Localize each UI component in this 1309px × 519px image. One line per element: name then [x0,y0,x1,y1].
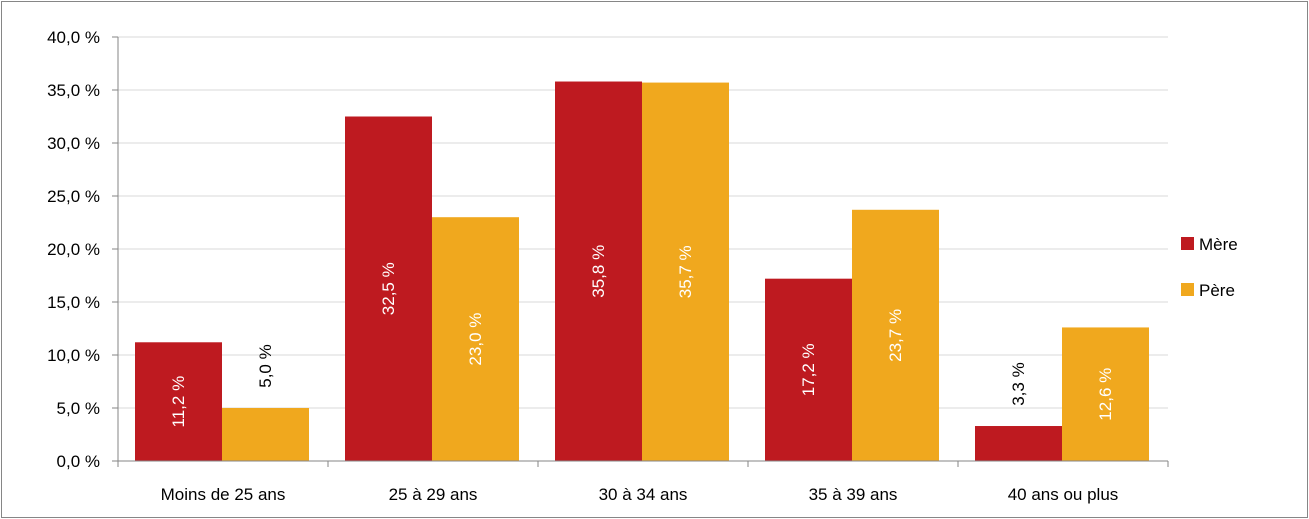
y-tick-label: 30,0 % [47,134,100,153]
data-label: 11,2 % [169,376,188,428]
bar-series [135,81,1149,462]
y-tick-label: 10,0 % [47,346,100,365]
x-axis [112,36,1169,467]
y-tick-label: 20,0 % [47,240,100,259]
data-label: 5,0 % [256,344,275,387]
x-category-label: 35 à 39 ans [809,485,898,504]
y-tick-label: 25,0 % [47,187,100,206]
data-label: 35,7 % [676,245,695,298]
y-axis-tick-labels: 0,0 % 5,0 % 10,0 % 15,0 % 20,0 % 25,0 % 30,0 %… [47,28,100,471]
legend-swatch [1181,237,1194,250]
legend-swatch [1181,283,1194,296]
bar-pere [222,408,309,461]
x-category-label: 25 à 29 ans [389,485,478,504]
bar-mere [345,116,432,461]
bar-pere [642,82,729,461]
data-labels: 11,2 % 32,5 % 35,8 % 17,2 % 3,3 % 5,0 % 23,0 %… [169,245,1115,428]
data-label: 23,0 % [466,313,485,366]
data-label: 32,5 % [379,262,398,315]
bar-mere [555,81,642,462]
data-label: 35,8 % [589,245,608,298]
bar-mere [765,278,852,461]
bar-mere [975,426,1062,461]
data-label: 23,7 % [886,309,905,362]
data-label: 12,6 % [1096,368,1115,421]
y-tick-label: 5,0 % [57,399,100,418]
y-tick-label: 0,0 % [57,452,100,471]
x-category-label: 40 ans ou plus [1008,485,1119,504]
legend-label: Père [1199,281,1235,300]
bar-pere [1062,327,1149,461]
legend: Mère Père [1181,235,1238,300]
x-category-label: Moins de 25 ans [161,485,286,504]
data-label: 3,3 % [1009,362,1028,405]
y-tick-label: 35,0 % [47,81,100,100]
bar-pere [432,217,519,461]
legend-label: Mère [1199,235,1238,254]
bar-pere [852,209,939,461]
bar-mere [135,342,222,461]
x-category-label: 30 à 34 ans [599,485,688,504]
y-tick-label: 40,0 % [47,28,100,47]
y-tick-label: 15,0 % [47,293,100,312]
data-label: 17,2 % [799,343,818,396]
x-axis-category-labels: Moins de 25 ans 25 à 29 ans 30 à 34 ans 35 … [161,485,1119,504]
